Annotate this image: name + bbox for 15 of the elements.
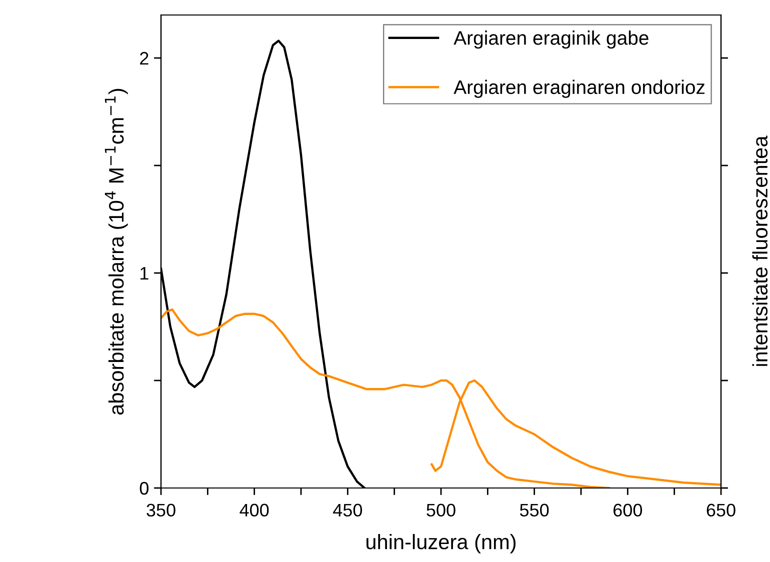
y-tick-label: 1 [140,267,148,280]
y-tick-label: 0 [140,482,148,495]
y-axis-title: absorbitate molarra (10$^{4}$ M$^{−1}$cm$^{−1}$) [104,88,128,415]
x-tick-label: 350 [146,504,176,517]
x-tick-label: 400 [240,504,269,517]
y-tick-label: 2 [140,52,148,65]
x-tick-label: 550 [520,504,549,517]
legend-label: Argiaren eraginik gabe [454,30,648,49]
x-tick-label: 650 [706,504,736,517]
x-tick-label: 450 [333,504,362,517]
legend-label: Argiaren eraginaren ondorioz [454,80,704,98]
x-axis-title: uhin-luzera (nm) [366,534,516,554]
y2-axis-title: intentsitate fluoreszentea [752,136,768,366]
x-tick-label: 600 [614,504,642,517]
x-tick-label: 500 [426,504,456,517]
